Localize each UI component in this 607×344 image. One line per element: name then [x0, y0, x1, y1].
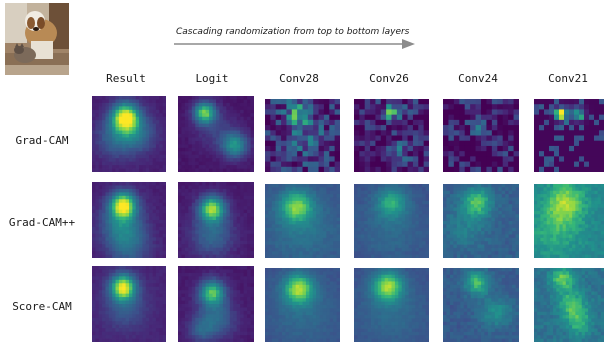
column-label-result: Result [106, 72, 146, 85]
column-label-logit: Logit [195, 72, 229, 85]
heatmap-scorecam-logit [178, 266, 254, 342]
heatmap-gradcam-logit [178, 96, 254, 172]
heatmap-gradcam-conv28 [265, 99, 340, 172]
heatmap-gradcam-conv21 [534, 99, 604, 172]
heatmap-gradcampp-logit [178, 182, 254, 258]
heatmap-gradcampp-conv28 [265, 184, 340, 258]
heatmap-gradcampp-result [92, 182, 166, 258]
heatmap-gradcampp-conv26 [354, 184, 429, 258]
column-label-conv26: Conv26 [369, 72, 409, 85]
column-label-conv24: Conv24 [458, 72, 498, 85]
randomization-arrow-icon [174, 39, 415, 49]
heatmap-gradcampp-conv21 [534, 184, 604, 258]
input-dog-cat-photo [5, 3, 69, 75]
heatmap-scorecam-conv28 [265, 268, 340, 342]
heatmap-scorecam-conv26 [354, 268, 429, 342]
row-label-score-cam: Score-CAM [12, 300, 72, 313]
heatmap-gradcam-result [92, 96, 166, 172]
arrow-caption: Cascading randomization from top to bott… [176, 27, 410, 37]
heatmap-gradcam-conv26 [354, 99, 429, 172]
column-label-conv28: Conv28 [279, 72, 319, 85]
row-label-grad-cam: Grad-CAM [15, 134, 69, 147]
heatmap-gradcam-conv24 [443, 99, 519, 172]
column-label-conv21: Conv21 [548, 72, 588, 85]
heatmap-scorecam-result [92, 266, 166, 342]
heatmap-gradcampp-conv24 [443, 184, 519, 258]
heatmap-scorecam-conv21 [534, 268, 604, 342]
row-label-grad-cam-pp: Grad-CAM++ [8, 216, 76, 229]
heatmap-scorecam-conv24 [443, 268, 519, 342]
